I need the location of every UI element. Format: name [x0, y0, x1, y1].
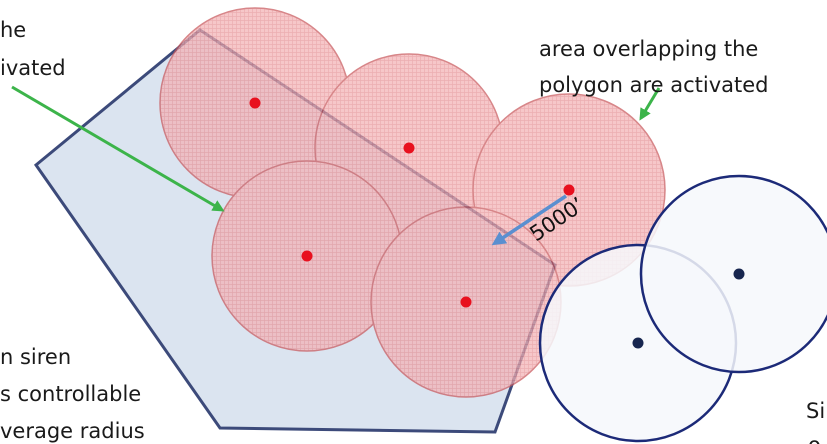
active-siren-point	[460, 296, 472, 308]
bottom-left-label-line-2: s controllable	[0, 382, 141, 406]
inactive-siren-point	[733, 268, 745, 280]
top-right-label-line-2: polygon are activated	[539, 73, 769, 97]
callout-arrow-left	[11, 85, 225, 212]
callout-arrow-right	[639, 87, 661, 121]
active-siren-points	[249, 97, 575, 308]
active-siren-point	[403, 142, 415, 154]
top-left-label-line-1: he	[0, 18, 26, 42]
top-left-label-line-2: ivated	[0, 56, 66, 80]
bottom-right-label-line-1: Si	[806, 399, 825, 423]
radius-arrow	[491, 194, 567, 246]
bottom-right-label-line-2: o	[808, 433, 821, 444]
active-siren-point	[301, 250, 313, 262]
active-siren-point	[249, 97, 261, 109]
inactive-siren-points	[632, 268, 745, 349]
top-right-label-line-1: area overlapping the	[539, 37, 758, 61]
bottom-left-label-line-1: n siren	[0, 345, 71, 369]
inactive-siren-point	[632, 337, 644, 349]
bottom-left-label-line-3: verage radius	[0, 419, 145, 443]
active-siren-point	[563, 184, 575, 196]
